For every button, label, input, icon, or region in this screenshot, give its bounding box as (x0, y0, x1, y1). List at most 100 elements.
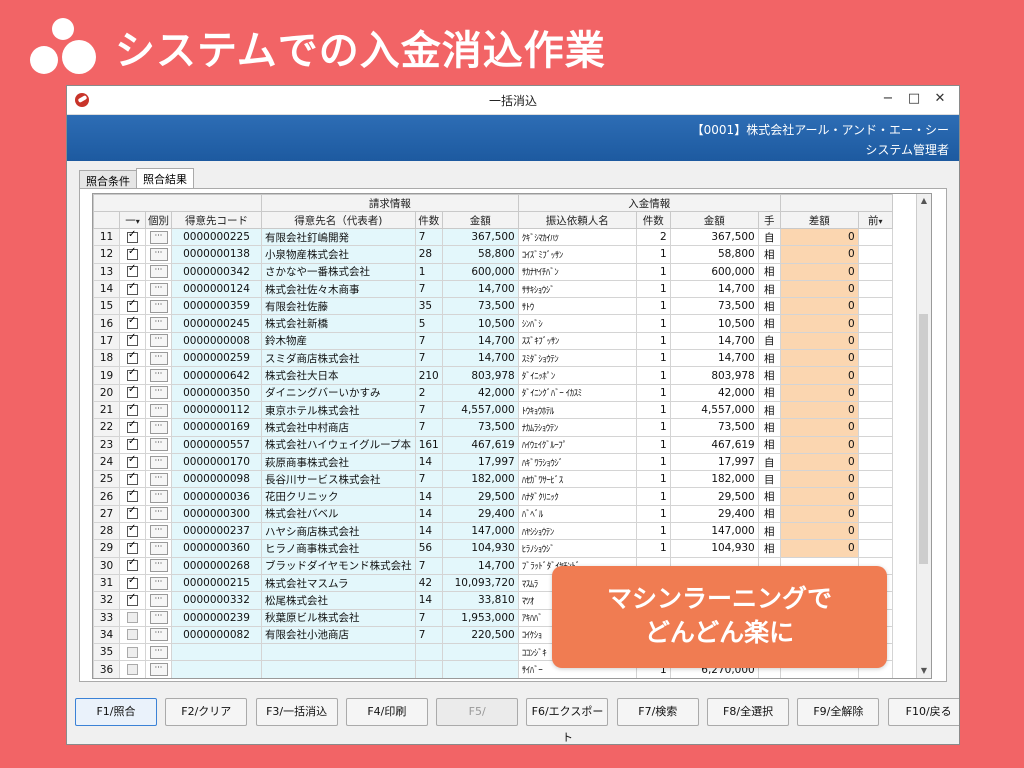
row-checkbox-cell[interactable] (119, 227, 146, 247)
individual-column-header[interactable]: 個別 (145, 211, 172, 229)
row-detail-cell[interactable]: ··· (145, 625, 172, 645)
row-checkbox[interactable] (127, 281, 138, 295)
f1-match-button[interactable]: F1/照合 (75, 698, 157, 726)
row-detail-cell[interactable]: ··· (145, 366, 172, 385)
table-row[interactable]: 19···0000000642株式会社大日本210803,978ﾀﾞｲﾆｯﾎﾟﾝ… (93, 366, 893, 385)
f9-deselect-all-button[interactable]: F9/全解除 (797, 698, 880, 726)
amount-column-header[interactable]: 金額 (441, 211, 519, 229)
table-row[interactable]: 18···0000000259スミダ商店株式会社714,700ｽﾐﾀﾞｼｮｳﾃﾝ… (93, 349, 893, 368)
row-checkbox[interactable] (127, 646, 138, 658)
chevron-down-icon[interactable]: ▾ (135, 216, 140, 226)
row-checkbox-cell[interactable] (119, 539, 146, 558)
scrollbar-thumb[interactable] (919, 314, 928, 564)
table-row[interactable]: 30···0000000268ブラッドダイヤモンド株式会社714,700ﾌﾞﾗｯ… (93, 556, 893, 575)
row-detail-cell[interactable]: ··· (145, 245, 172, 264)
row-detail-cell[interactable]: ··· (145, 660, 172, 678)
row-detail-cell[interactable]: ··· (145, 573, 172, 593)
pay-amount-column-header[interactable]: 金額 (669, 211, 759, 229)
row-detail-button[interactable]: ··· (149, 490, 168, 504)
row-detail-button[interactable]: ··· (149, 645, 168, 659)
row-detail-cell[interactable]: ··· (145, 227, 172, 247)
table-row[interactable]: 17···0000000008鈴木物産714,700ｽｽﾞｷﾌﾞｯｻﾝ114,7… (93, 331, 893, 351)
table-row[interactable]: 25···0000000098長谷川サービス株式会社7182,000ﾊｾｶﾞﾜｻ… (93, 470, 893, 489)
row-detail-button[interactable]: ··· (149, 420, 168, 434)
table-row[interactable]: 20···0000000350ダイニングバーいかすみ242,000ﾀﾞｲﾆﾝｸﾞ… (93, 383, 893, 402)
row-checkbox-cell[interactable] (119, 591, 146, 610)
row-detail-cell[interactable]: ··· (145, 297, 172, 316)
row-detail-button[interactable]: ··· (149, 299, 168, 313)
row-checkbox-cell[interactable] (119, 452, 146, 472)
row-detail-cell[interactable]: ··· (145, 331, 172, 351)
diff-column-header[interactable]: 差額 (779, 211, 859, 229)
row-detail-cell[interactable]: ··· (145, 418, 172, 437)
row-detail-button[interactable]: ··· (149, 541, 168, 555)
row-checkbox[interactable] (127, 316, 138, 330)
row-detail-cell[interactable]: ··· (145, 400, 172, 420)
row-checkbox[interactable] (127, 558, 138, 572)
row-checkbox[interactable] (127, 506, 138, 520)
row-detail-button[interactable]: ··· (149, 317, 168, 331)
client-name-column-header[interactable]: 得意先名（代表者) (261, 211, 416, 229)
row-checkbox-cell[interactable] (119, 435, 146, 454)
row-checkbox[interactable] (127, 437, 138, 451)
row-detail-cell[interactable]: ··· (145, 314, 172, 333)
row-detail-button[interactable]: ··· (149, 593, 168, 607)
maximize-button[interactable]: □ (907, 91, 921, 106)
row-checkbox[interactable] (127, 541, 138, 554)
table-row[interactable]: 12···0000000138小泉物産株式会社2858,800ｺｲｽﾞﾐﾌﾞｯｻ… (93, 245, 893, 264)
tab-match-conditions[interactable]: 照合条件 (79, 170, 137, 190)
row-checkbox[interactable] (127, 472, 138, 485)
payer-name-column-header[interactable]: 振込依頼人名 (517, 211, 637, 229)
count-column-header[interactable]: 件数 (414, 211, 443, 229)
f8-select-all-button[interactable]: F8/全選択 (707, 698, 790, 726)
row-detail-cell[interactable]: ··· (145, 522, 172, 541)
table-row[interactable]: 14···0000000124株式会社佐々木商事714,700ｻｻｷｼｮｳｼﾞ1… (93, 279, 893, 299)
row-detail-button[interactable]: ··· (149, 611, 168, 625)
row-detail-button[interactable]: ··· (149, 334, 168, 348)
row-checkbox[interactable] (127, 664, 138, 676)
row-detail-button[interactable]: ··· (149, 576, 168, 590)
row-detail-cell[interactable]: ··· (145, 608, 172, 627)
row-checkbox[interactable] (127, 489, 138, 503)
row-detail-button[interactable]: ··· (149, 455, 168, 469)
table-row[interactable]: 23···0000000557株式会社ハイウェイグループ本161467,619ﾊ… (93, 435, 893, 454)
row-checkbox[interactable] (127, 351, 138, 364)
close-button[interactable]: ✕ (934, 91, 946, 106)
row-checkbox[interactable] (127, 299, 138, 312)
row-detail-button[interactable]: ··· (149, 265, 168, 279)
row-detail-cell[interactable]: ··· (145, 556, 172, 575)
tab-match-results[interactable]: 照合結果 (136, 168, 194, 190)
row-detail-cell[interactable]: ··· (145, 349, 172, 368)
prev-column-header[interactable]: 前▾ (857, 211, 893, 229)
table-row[interactable]: 24···0000000170萩原商事株式会社1417,997ﾊｷﾞﾜﾗｼｮｳｼ… (93, 452, 893, 472)
row-checkbox-cell[interactable] (119, 418, 146, 437)
table-row[interactable]: 21···0000000112東京ホテル株式会社74,557,000ﾄｳｷｮｳﾎ… (93, 400, 893, 420)
row-checkbox[interactable] (127, 247, 138, 260)
row-detail-cell[interactable]: ··· (145, 452, 172, 472)
pay-count-column-header[interactable]: 件数 (635, 211, 671, 229)
row-detail-cell[interactable]: ··· (145, 539, 172, 558)
table-row[interactable]: 28···0000000237ハヤシ商店株式会社14147,000ﾊﾔｼｼｮｳﾃ… (93, 522, 893, 541)
row-checkbox-cell[interactable] (119, 400, 146, 420)
table-row[interactable]: 22···0000000169株式会社中村商店773,500ﾅｶﾑﾗｼｮｳﾃﾝ1… (93, 418, 893, 437)
flag-column-header[interactable]: 一▾ (119, 211, 146, 229)
f6-export-button[interactable]: F6/エクスポート (526, 698, 609, 744)
row-detail-cell[interactable]: ··· (145, 383, 172, 402)
row-checkbox[interactable] (127, 612, 138, 624)
row-checkbox-cell[interactable] (119, 366, 146, 385)
row-checkbox[interactable] (127, 629, 138, 641)
row-detail-button[interactable]: ··· (149, 386, 168, 400)
row-checkbox[interactable] (127, 575, 138, 589)
row-detail-button[interactable]: ··· (149, 559, 168, 573)
table-row[interactable]: 16···0000000245株式会社新橋510,500ｼﾝﾊﾞｼ110,500… (93, 314, 893, 333)
scroll-up-icon[interactable]: ▲ (920, 196, 928, 205)
f4-print-button[interactable]: F4/印刷 (345, 698, 428, 726)
scroll-down-icon[interactable]: ▼ (920, 666, 928, 675)
row-checkbox-cell[interactable] (119, 504, 146, 524)
row-checkbox-cell[interactable] (119, 331, 146, 351)
row-detail-button[interactable]: ··· (149, 507, 168, 521)
row-detail-button[interactable]: ··· (149, 663, 168, 677)
results-grid[interactable]: 請求情報 入金情報 一▾ 個別 得意先コード 得意先名（代表者) 件数 金額 振… (92, 193, 932, 679)
row-checkbox-cell[interactable] (119, 660, 146, 678)
row-detail-button[interactable]: ··· (149, 472, 168, 486)
